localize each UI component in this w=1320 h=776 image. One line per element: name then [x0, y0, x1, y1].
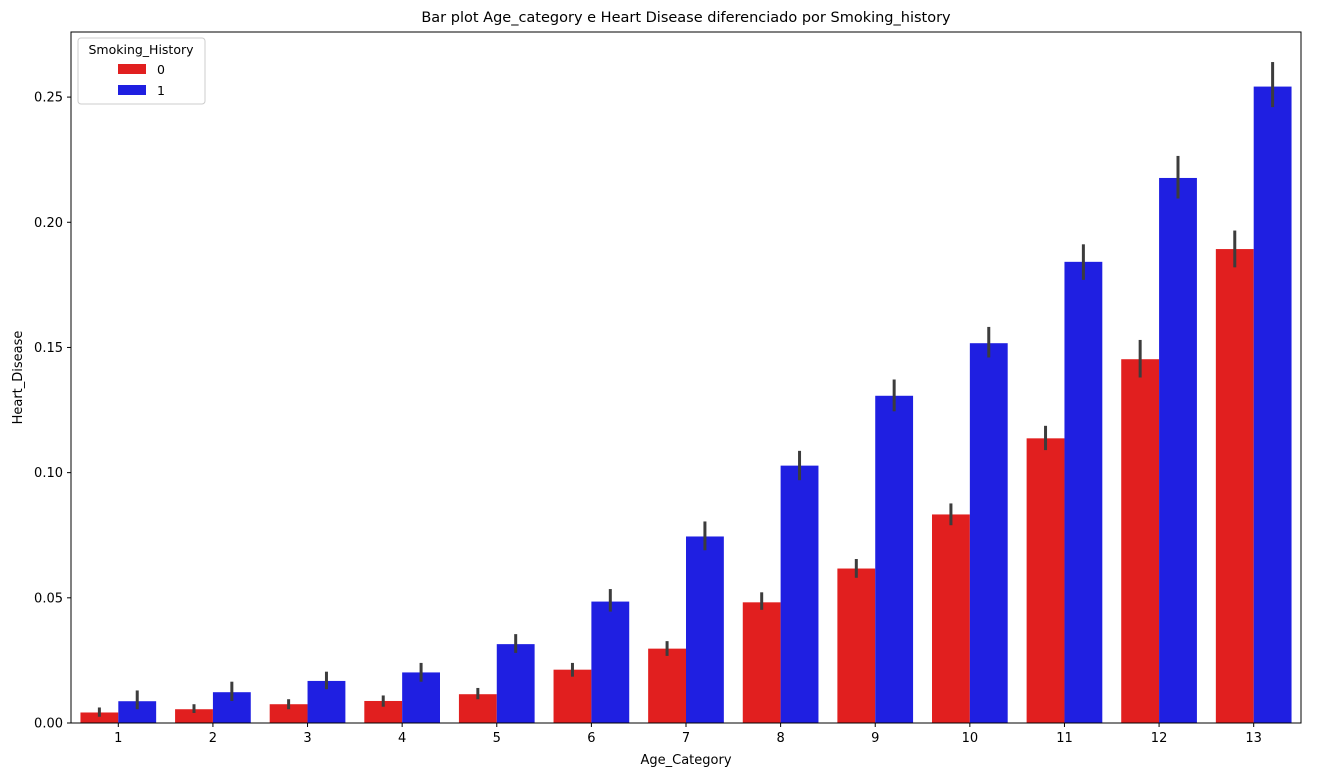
x-tick-label: 2 — [209, 731, 217, 746]
y-tick-label: 0.20 — [34, 216, 63, 231]
legend-swatch-0 — [118, 64, 146, 74]
x-tick-label: 7 — [682, 731, 690, 746]
x-axis: 1 2 3 4 5 6 7 8 9 10 11 12 13 — [114, 723, 1262, 746]
x-tick-label: 8 — [776, 731, 784, 746]
bar-0-8 — [742, 602, 781, 723]
bar-1-1 — [118, 701, 157, 723]
legend-title: Smoking_History — [88, 42, 194, 57]
y-tick-label: 0.05 — [34, 591, 63, 606]
bar-0-11 — [1026, 438, 1065, 723]
bars-layer — [80, 86, 1292, 724]
bar-0-2 — [175, 709, 213, 723]
bar-0-6 — [553, 669, 592, 723]
x-tick-label: 3 — [303, 731, 311, 746]
bar-0-1 — [80, 712, 119, 723]
error-bars-layer — [97, 62, 1275, 717]
x-tick-label: 5 — [493, 731, 501, 746]
y-tick-label: 0.10 — [34, 466, 63, 481]
x-tick-label: 10 — [962, 731, 979, 746]
bar-0-3 — [269, 704, 308, 723]
bar-1-6 — [591, 601, 630, 723]
x-axis-label: Age_Category — [640, 753, 731, 768]
bar-0-4 — [364, 700, 403, 723]
bar-0-12 — [1121, 359, 1160, 723]
bar-1-12 — [1159, 177, 1197, 723]
x-tick-label: 6 — [587, 731, 595, 746]
bar-1-9 — [875, 395, 914, 723]
y-axis-label: Heart_Disease — [11, 331, 26, 425]
bar-1-10 — [969, 343, 1008, 723]
x-tick-label: 4 — [398, 731, 406, 746]
bar-1-11 — [1064, 261, 1103, 723]
legend-label-0: 0 — [157, 62, 165, 77]
bar-0-13 — [1215, 249, 1254, 723]
bar-1-8 — [780, 465, 819, 723]
bar-0-7 — [648, 648, 686, 723]
y-axis: 0.00 0.05 0.10 0.15 0.20 0.25 — [34, 91, 71, 732]
bar-0-9 — [837, 568, 876, 723]
chart-title: Bar plot Age_category e Heart Disease di… — [421, 10, 951, 26]
x-tick-label: 13 — [1245, 731, 1262, 746]
y-tick-label: 0.25 — [34, 91, 63, 106]
y-tick-label: 0.00 — [34, 717, 63, 732]
legend: Smoking_History 0 1 — [77, 37, 206, 105]
x-tick-label: 9 — [871, 731, 879, 746]
bar-0-10 — [932, 514, 970, 723]
legend-label-1: 1 — [157, 83, 165, 98]
bar-1-7 — [686, 536, 724, 723]
bar-1-5 — [496, 644, 535, 723]
x-tick-label: 1 — [114, 731, 122, 746]
x-tick-label: 11 — [1056, 731, 1073, 746]
x-tick-label: 12 — [1151, 731, 1168, 746]
y-tick-label: 0.15 — [34, 341, 63, 356]
bar-1-13 — [1253, 86, 1292, 724]
legend-swatch-1 — [118, 85, 146, 95]
